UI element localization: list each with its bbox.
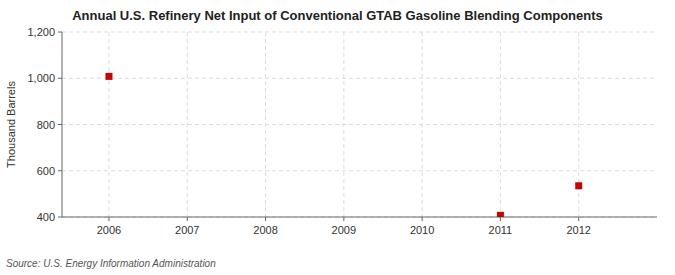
tick-mark [58,32,62,33]
tick-label: 2011 [489,224,513,236]
y-axis-line [62,32,63,217]
plot-area [62,32,657,217]
title: Annual U.S. Refinery Net Input of Conven… [72,8,603,23]
tick-mark [58,78,62,79]
points [105,73,582,217]
grid [62,32,657,217]
grid-line [265,32,266,217]
tick-mark [265,217,266,221]
tick-label: 1,200 [27,26,55,38]
grid-line [62,170,657,171]
y-axis-label: Thousand Barrels [5,81,17,168]
tick-label: 2006 [97,224,121,236]
tick-mark [58,217,62,218]
tick-mark [422,217,423,221]
grid-line [62,32,657,33]
tick-mark [187,217,188,221]
grid-line [62,78,657,79]
tick-mark [58,124,62,125]
tick-label: 400 [37,211,55,223]
x-axis-line [62,217,657,218]
tick-mark [500,217,501,221]
grid-line [343,32,344,217]
point [105,73,112,80]
grid-line [422,32,423,217]
tick-label: 2007 [175,224,199,236]
grid-line [62,124,657,125]
tick-mark [578,217,579,221]
tick-mark [343,217,344,221]
chart: 400 600 800 1,000 1,200 2006 2007 2008 2009 2010 2… [0,0,675,275]
tick-label: 800 [37,119,55,131]
point [497,212,504,217]
tick-mark [58,170,62,171]
tick-mark [108,217,109,221]
tick-label: 1,000 [27,72,55,84]
grid-line [187,32,188,217]
grid-line [108,32,109,217]
tick-label: 2012 [566,224,590,236]
grid-line [62,217,657,218]
point [575,182,582,189]
tick-label: 2009 [332,224,356,236]
source: Source: U.S. Energy Information Administ… [6,258,216,269]
grid-line [500,32,501,217]
tick-label: 600 [37,165,55,177]
tick-label: 2010 [410,224,434,236]
tick-label: 2008 [253,224,277,236]
